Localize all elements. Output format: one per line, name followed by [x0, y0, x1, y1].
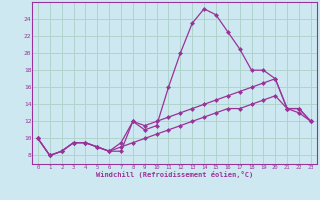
X-axis label: Windchill (Refroidissement éolien,°C): Windchill (Refroidissement éolien,°C) [96, 171, 253, 178]
